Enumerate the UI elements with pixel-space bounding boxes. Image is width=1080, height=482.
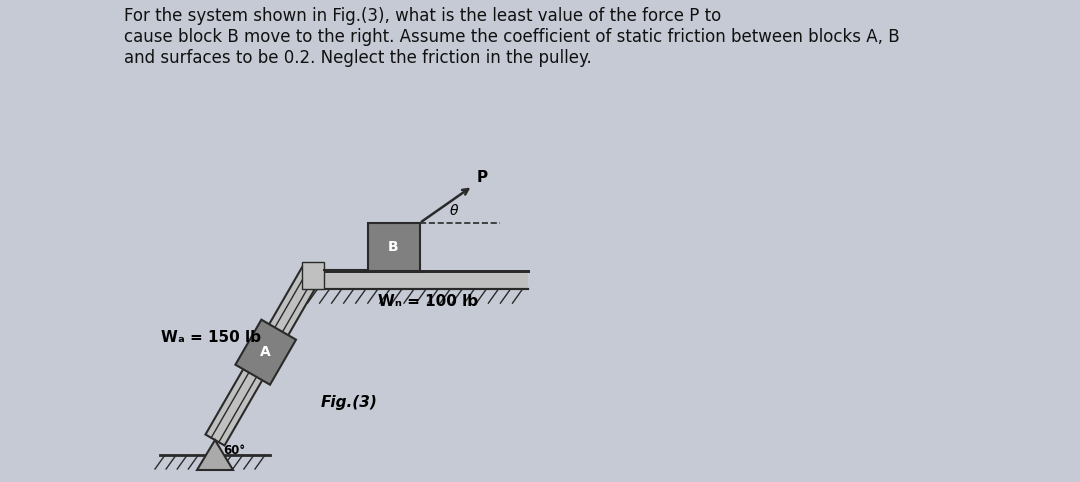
Polygon shape	[205, 266, 322, 445]
Bar	[301, 262, 324, 289]
Polygon shape	[235, 320, 296, 385]
Polygon shape	[197, 440, 233, 470]
Text: Wₐ = 150 lb: Wₐ = 150 lb	[161, 330, 260, 345]
Text: 60°: 60°	[222, 444, 245, 457]
Text: P: P	[476, 170, 488, 185]
Text: θ: θ	[449, 204, 458, 218]
Text: Wₙ = 100 lb: Wₙ = 100 lb	[378, 294, 477, 309]
Text: B: B	[388, 240, 399, 254]
Text: A: A	[260, 345, 271, 359]
Bar	[367, 223, 419, 271]
Text: For the system shown in Fig.(3), what is the least value of the force P to
cause: For the system shown in Fig.(3), what is…	[124, 7, 900, 67]
Text: Fig.(3): Fig.(3)	[321, 395, 378, 410]
Bar	[312, 271, 527, 289]
